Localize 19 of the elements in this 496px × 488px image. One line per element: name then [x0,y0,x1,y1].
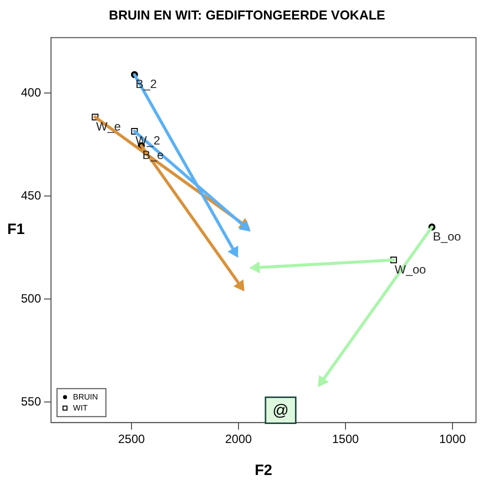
x-tick-label: 2000 [225,432,252,446]
annotation: W_oo [394,262,426,276]
y-tick-label: 400 [20,86,42,100]
x-tick-label: 1500 [332,432,360,446]
x-axis-title: F2 [254,462,272,480]
y-axis-title: F1 [7,221,25,238]
x-tick-label: 2500 [118,432,146,446]
y-tick-label: 500 [20,291,42,306]
legend-label: BRUIN [73,392,98,402]
legend-label: WIT [73,403,88,412]
x-tick-label: 1000 [439,432,466,446]
point [92,114,98,120]
point [131,128,138,135]
y-tick-label: 450 [20,188,42,202]
annotation: @ [272,402,289,420]
y-tick-label: 550 [20,394,42,408]
annotation: B_oo [432,229,462,244]
point [390,256,397,264]
chart-title: BRUIN EN WIT: GEDIFTONGEERDE VOKALE [108,7,386,22]
